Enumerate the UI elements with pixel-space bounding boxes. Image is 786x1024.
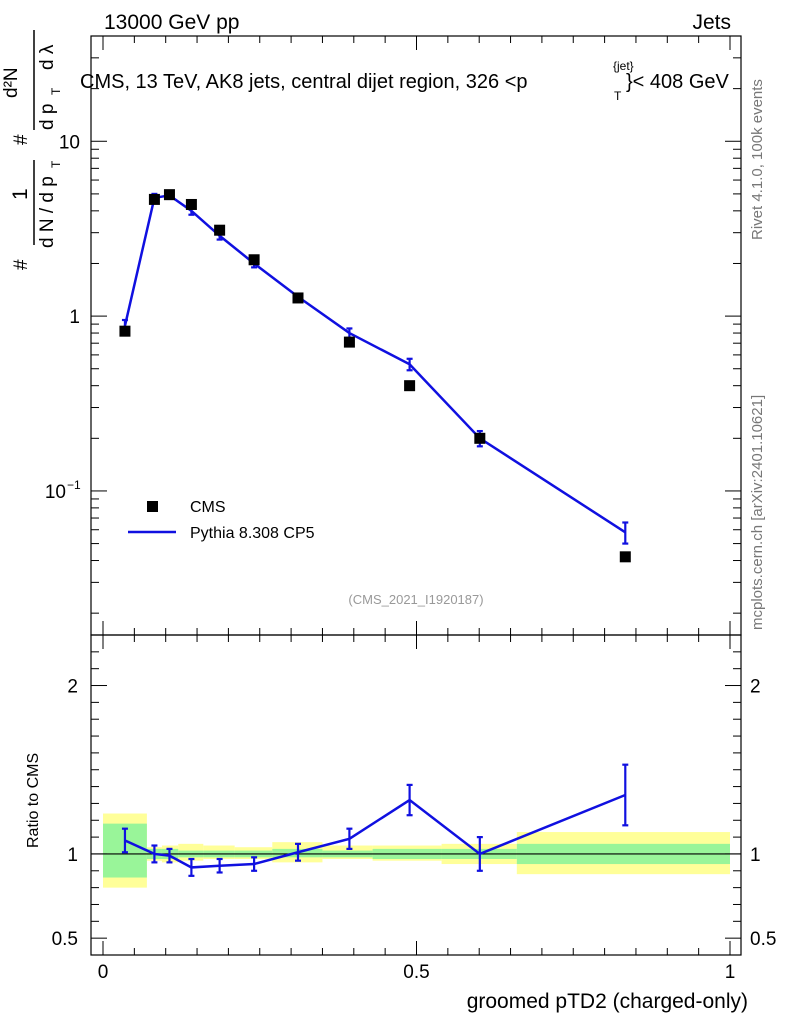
- x-axis-label: groomed pTD2 (charged-only): [467, 990, 748, 1013]
- chart-title: CMS, 13 TeV, AK8 jets, central dijet reg…: [80, 59, 730, 103]
- svg-text:d λ: d λ: [37, 44, 58, 70]
- ratio-ylabel: Ratio to CMS: [25, 753, 42, 848]
- cms-data-point: [474, 432, 486, 444]
- svg-text:T: T: [614, 89, 622, 103]
- ratio-y-tick-label-left: 2: [67, 677, 78, 698]
- main-y-tick-label: 10: [59, 132, 80, 153]
- ratio-y-tick-label-left: 1: [67, 845, 78, 866]
- legend-cms-label: CMS: [190, 499, 226, 516]
- svg-text:d p: d p: [37, 104, 58, 130]
- svg-text:d²N: d²N: [1, 67, 22, 98]
- ratio-y-tick-label-right: 0.5: [750, 929, 776, 950]
- ratio-plot-frame: [90, 634, 742, 956]
- cms-data-point: [214, 224, 226, 236]
- svg-text:T: T: [49, 87, 63, 95]
- cms-data-point: [185, 198, 197, 210]
- cms-data-point: [248, 254, 260, 266]
- ratio-y-tick-label-right: 1: [750, 845, 761, 866]
- svg-text:}< 408 GeV: }< 408 GeV: [626, 71, 730, 93]
- main-plot-frame: [90, 35, 742, 636]
- svg-text:#: #: [11, 259, 32, 270]
- cms-data-point: [619, 551, 631, 563]
- mcplots-reference-label: mcplots.cern.ch [arXiv:2401.10621]: [749, 395, 766, 630]
- x-tick-label: 0: [98, 962, 109, 983]
- svg-text:T: T: [49, 160, 63, 168]
- ratio-y-tick-label-right: 2: [750, 677, 761, 698]
- ratio-y-tick-label-left: 0.5: [52, 929, 78, 950]
- svg-text:1: 1: [9, 188, 32, 200]
- cms-data-point: [163, 189, 175, 201]
- cms-data-point: [292, 292, 304, 304]
- legend-cms-marker: [147, 501, 158, 512]
- cms-data-point: [119, 325, 131, 337]
- header-right: Jets: [692, 11, 731, 34]
- cms-data-point: [148, 193, 160, 205]
- analysis-watermark: (CMS_2021_I1920187): [348, 592, 483, 607]
- legend-pythia-label: Pythia 8.308 CP5: [190, 525, 315, 542]
- main-y-tick-exponent: −1: [67, 478, 81, 492]
- cms-data-point: [404, 380, 416, 392]
- cms-data-point: [343, 336, 355, 348]
- pythia-main-line: [123, 194, 626, 534]
- rivet-version-label: Rivet 4.1.0, 100k events: [749, 79, 766, 240]
- x-tick-label: 0.5: [403, 962, 429, 983]
- main-y-tick-label: 1: [69, 307, 80, 328]
- main-ylabel: # 1 d N / d p T # d²N d p T d λ: [1, 30, 63, 270]
- svg-text:{jet}: {jet}: [613, 59, 634, 73]
- x-tick-label: 1: [725, 962, 736, 983]
- svg-text:#: #: [11, 134, 32, 145]
- header-left: 13000 GeV pp: [104, 11, 239, 34]
- svg-text:d N / d p: d N / d p: [37, 176, 58, 248]
- legend: CMS Pythia 8.308 CP5: [128, 499, 315, 542]
- main-y-tick-label: 10: [45, 482, 66, 503]
- svg-text:CMS, 13 TeV, AK8 jets, central: CMS, 13 TeV, AK8 jets, central dijet reg…: [80, 71, 528, 93]
